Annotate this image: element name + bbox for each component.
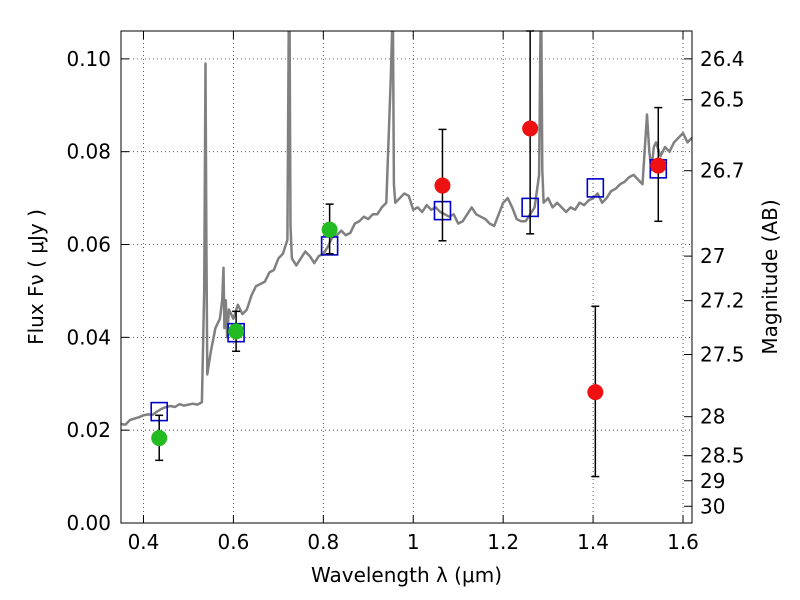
right-tick-label: 27 (700, 244, 725, 268)
photometry-point (151, 430, 168, 447)
photometry-point (650, 157, 667, 174)
photometry-points (151, 120, 667, 447)
y-tick-label: 0.06 (66, 233, 111, 257)
photometry-point (228, 323, 245, 340)
y-tick-label: 0.02 (66, 418, 111, 442)
photometry-point (587, 384, 604, 401)
x-tick-label: 0.8 (307, 530, 339, 554)
x-tick-label: 1.6 (667, 530, 699, 554)
axis-ticks: 0.4 0.6 0.8 1 1.2 1.4 1.6 0.00 0.02 0.04 0.06 0.08 0… (66, 31, 745, 554)
right-axis-label: Magnitude (AB) (758, 199, 782, 354)
x-tick-label: 1 (407, 530, 420, 554)
right-tick-label: 27.2 (700, 289, 745, 313)
right-tick-label: 27.5 (700, 343, 745, 367)
x-tick-label: 0.4 (128, 530, 160, 554)
y-tick-label: 0.08 (66, 140, 111, 164)
model-sed-line (121, 31, 692, 426)
model-band-square (586, 178, 605, 198)
right-tick-label: 28 (700, 405, 725, 429)
x-tick-label: 0.6 (217, 530, 249, 554)
x-tick-label: 1.4 (577, 530, 609, 554)
x-tick-label: 1.2 (487, 530, 519, 554)
y-tick-label: 0.10 (66, 47, 111, 71)
plot-frame (120, 30, 693, 524)
right-tick-label: 30 (700, 494, 725, 518)
right-tick-label: 28.5 (700, 444, 745, 468)
photometry-point (522, 120, 539, 137)
x-axis-label: Wavelength λ (μm) (311, 563, 502, 587)
right-tick-label: 29 (700, 469, 725, 493)
photometry-point (434, 177, 451, 194)
right-tick-label: 26.5 (700, 88, 745, 112)
right-tick-label: 26.7 (700, 159, 745, 183)
y-tick-label: 0.04 (66, 325, 111, 349)
photometry-point (321, 221, 338, 238)
y-tick-label: 0.00 (66, 511, 111, 535)
right-tick-label: 26.4 (700, 47, 745, 71)
model-sed (121, 31, 692, 426)
y-axis-label: Flux Fν ( μJy ) (24, 209, 48, 345)
